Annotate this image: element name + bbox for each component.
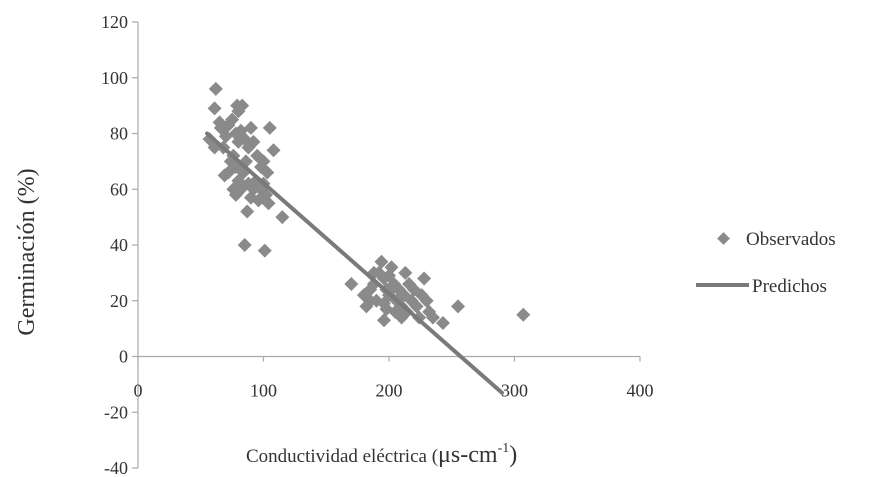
observed-point	[228, 187, 243, 202]
y-axis-title: Germinación (%)	[14, 168, 40, 335]
x-tick-label: 200	[376, 381, 403, 401]
observed-point	[516, 307, 531, 322]
observed-point	[382, 268, 396, 283]
observed-point	[398, 265, 413, 280]
observed-point	[262, 120, 277, 135]
observed-point	[344, 277, 359, 292]
x-axis-title-unit: μs-cm	[438, 442, 498, 468]
x-axis-title-sup: -1	[498, 441, 510, 456]
y-tick-label: -20	[104, 402, 128, 422]
y-tick-label: 20	[110, 291, 128, 311]
observed-point	[246, 134, 261, 149]
observed-point	[257, 243, 272, 258]
observed-point	[409, 299, 424, 314]
y-tick-group: 120 100 80 60 40 20 0 -20 -40	[101, 12, 138, 477]
observed-point	[243, 120, 258, 135]
legend-diamond-marker	[717, 232, 730, 245]
y-tick-label: 0	[119, 347, 128, 367]
observed-point	[231, 104, 246, 119]
legend-label-observados: Observados	[746, 229, 836, 250]
observed-point	[240, 204, 255, 219]
x-tick-group: 0 100 200 300 400	[134, 356, 654, 401]
legend-item-predichos: Predichos	[696, 276, 827, 297]
observed-point	[417, 271, 432, 286]
legend: Observados Predichos	[696, 229, 836, 297]
observed-point	[207, 101, 222, 116]
observed-point	[363, 293, 378, 308]
observed-point	[451, 299, 466, 314]
observed-point	[419, 293, 434, 308]
x-axis-title-main: Conductividad eléctrica (	[246, 446, 438, 467]
predicted-line-group	[205, 131, 504, 395]
observed-point	[376, 313, 391, 328]
observed-point	[376, 296, 391, 311]
y-tick-label: 80	[110, 124, 128, 144]
y-tick-label: 100	[101, 68, 128, 88]
observed-point	[243, 190, 258, 205]
x-tick-label: 0	[134, 381, 143, 401]
legend-label-predichos: Predichos	[752, 276, 827, 297]
legend-item-observados: Observados	[717, 229, 836, 250]
observed-point	[261, 196, 276, 211]
y-tick-label: 40	[110, 235, 128, 255]
observed-point	[218, 129, 233, 144]
observed-point	[260, 165, 275, 180]
observed-point	[225, 112, 240, 127]
x-axis-title: Conductividad eléctrica (μs-cm-1)	[246, 441, 517, 468]
observed-point	[208, 81, 223, 96]
observed-point	[266, 143, 281, 158]
y-tick-label: 60	[110, 179, 128, 199]
observed-point	[237, 238, 252, 252]
x-tick-label: 300	[501, 381, 528, 401]
observed-points	[202, 81, 531, 331]
observed-point	[425, 310, 440, 325]
observed-point	[394, 310, 409, 325]
observed-point	[275, 210, 290, 225]
x-tick-label: 400	[627, 381, 654, 401]
observed-point	[374, 254, 389, 269]
x-axis-title-close: )	[509, 442, 517, 468]
y-tick-label: 120	[101, 12, 128, 32]
y-tick-label: -40	[104, 458, 128, 477]
observed-point	[435, 316, 450, 331]
x-tick-label: 100	[250, 381, 277, 401]
observed-point	[366, 277, 381, 292]
observed-point	[212, 115, 227, 130]
observed-point	[256, 154, 271, 169]
predicted-line	[205, 131, 504, 395]
